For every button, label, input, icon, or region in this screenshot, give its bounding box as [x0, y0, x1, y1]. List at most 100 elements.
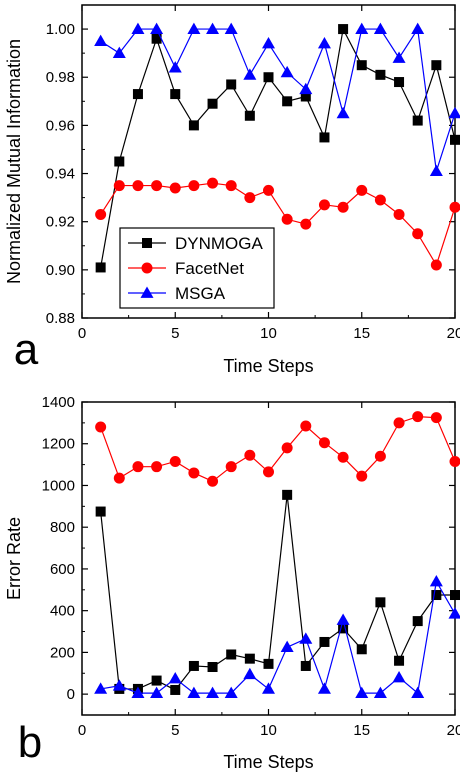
data-point-4	[150, 22, 164, 34]
x-tick-label: 10	[260, 722, 277, 739]
y-tick-label: 0	[67, 686, 75, 703]
x-tick-label: 5	[171, 325, 179, 342]
y-axis-title: Error Rate	[4, 517, 24, 600]
data-point-14	[337, 451, 349, 463]
data-point-1	[94, 34, 108, 46]
data-point-3	[132, 461, 144, 473]
data-point-11	[280, 65, 294, 78]
y-tick-label: 1400	[42, 394, 75, 411]
data-point-16	[374, 450, 386, 462]
data-point-8	[224, 686, 238, 698]
x-axis-title: Time Steps	[223, 752, 313, 772]
data-point-19	[429, 574, 443, 587]
data-point-5	[168, 671, 182, 684]
data-point-13	[317, 37, 331, 49]
data-point-1	[94, 682, 108, 694]
legend-label: FacetNet	[175, 259, 244, 278]
series-dynmoga	[95, 489, 460, 695]
data-point-2	[112, 46, 126, 59]
data-point-14	[336, 613, 350, 625]
data-point-15	[356, 184, 368, 196]
data-point-16	[373, 22, 387, 34]
data-point-7	[206, 686, 220, 698]
data-point-12	[300, 91, 311, 102]
data-point-12	[299, 632, 313, 644]
data-point-19	[430, 259, 442, 271]
data-point-12	[299, 82, 313, 95]
data-point-4	[151, 461, 163, 473]
data-point-17	[394, 77, 405, 88]
data-point-19	[430, 412, 442, 424]
data-point-7	[207, 177, 219, 189]
legend-label: MSGA	[175, 284, 226, 303]
data-point-10	[263, 466, 274, 478]
x-tick-label: 0	[78, 325, 86, 342]
data-point-11	[280, 640, 294, 653]
series-msga	[94, 574, 460, 698]
data-point-6	[188, 467, 200, 479]
data-point-10	[263, 184, 274, 196]
legend-marker	[141, 262, 153, 274]
data-point-7	[207, 475, 219, 487]
data-point-9	[244, 192, 256, 204]
series-dynmoga	[95, 24, 460, 273]
data-point-2	[113, 472, 125, 484]
data-point-1	[95, 421, 107, 433]
data-point-1	[95, 208, 107, 220]
data-point-10	[262, 682, 275, 694]
data-point-2	[112, 679, 126, 691]
data-point-5	[170, 684, 181, 695]
data-point-13	[318, 437, 330, 449]
data-point-20	[448, 607, 460, 619]
x-tick-label: 5	[171, 722, 179, 739]
data-point-3	[132, 89, 143, 100]
data-point-20	[449, 201, 460, 213]
series-line	[100, 27, 456, 172]
y-tick-label: 0.88	[46, 310, 75, 327]
data-point-13	[319, 132, 330, 143]
x-tick-label: 0	[78, 722, 86, 739]
data-point-9	[243, 68, 257, 80]
data-point-12	[300, 660, 311, 671]
data-point-10	[262, 37, 275, 49]
data-point-13	[317, 682, 331, 694]
data-point-2	[114, 156, 125, 167]
x-tick-label: 15	[353, 325, 370, 342]
x-tick-label: 20	[447, 722, 460, 739]
data-point-9	[244, 449, 256, 461]
legend-item-msga: MSGA	[128, 284, 226, 303]
chart-panel-a: 0 5 10 15 20 0.88 0.90 0.92 0.94 0.96 0.98 1.00 Time…	[4, 4, 460, 376]
data-point-10	[263, 658, 274, 669]
data-point-4	[151, 180, 163, 192]
y-tick-label: 0.90	[46, 262, 75, 279]
legend-marker	[142, 238, 152, 248]
panel-label: a	[14, 325, 39, 374]
data-point-18	[412, 228, 424, 240]
data-point-14	[338, 24, 349, 35]
data-point-11	[281, 213, 293, 225]
legend-item-dynmoga: DYNMOGA	[128, 234, 264, 253]
series-facetnet	[95, 177, 460, 271]
data-point-17	[393, 417, 405, 429]
data-point-5	[168, 61, 182, 73]
data-point-8	[225, 180, 237, 192]
data-point-11	[281, 442, 293, 454]
data-point-15	[355, 686, 369, 698]
data-point-20	[450, 134, 460, 145]
data-point-18	[411, 22, 425, 34]
data-point-7	[207, 98, 218, 109]
data-point-4	[151, 675, 162, 686]
data-point-6	[188, 660, 199, 671]
data-point-16	[375, 597, 386, 608]
legend-label: DYNMOGA	[175, 234, 264, 253]
data-point-20	[450, 590, 460, 601]
legend: DYNMOGA FacetNet MSGA	[119, 227, 275, 309]
data-point-15	[356, 644, 367, 655]
data-point-6	[187, 686, 201, 698]
data-point-14	[336, 106, 350, 119]
data-point-5	[169, 455, 181, 467]
data-point-6	[188, 180, 200, 192]
data-point-16	[373, 686, 387, 698]
data-point-8	[224, 22, 238, 34]
y-tick-label: 0.94	[46, 166, 75, 183]
